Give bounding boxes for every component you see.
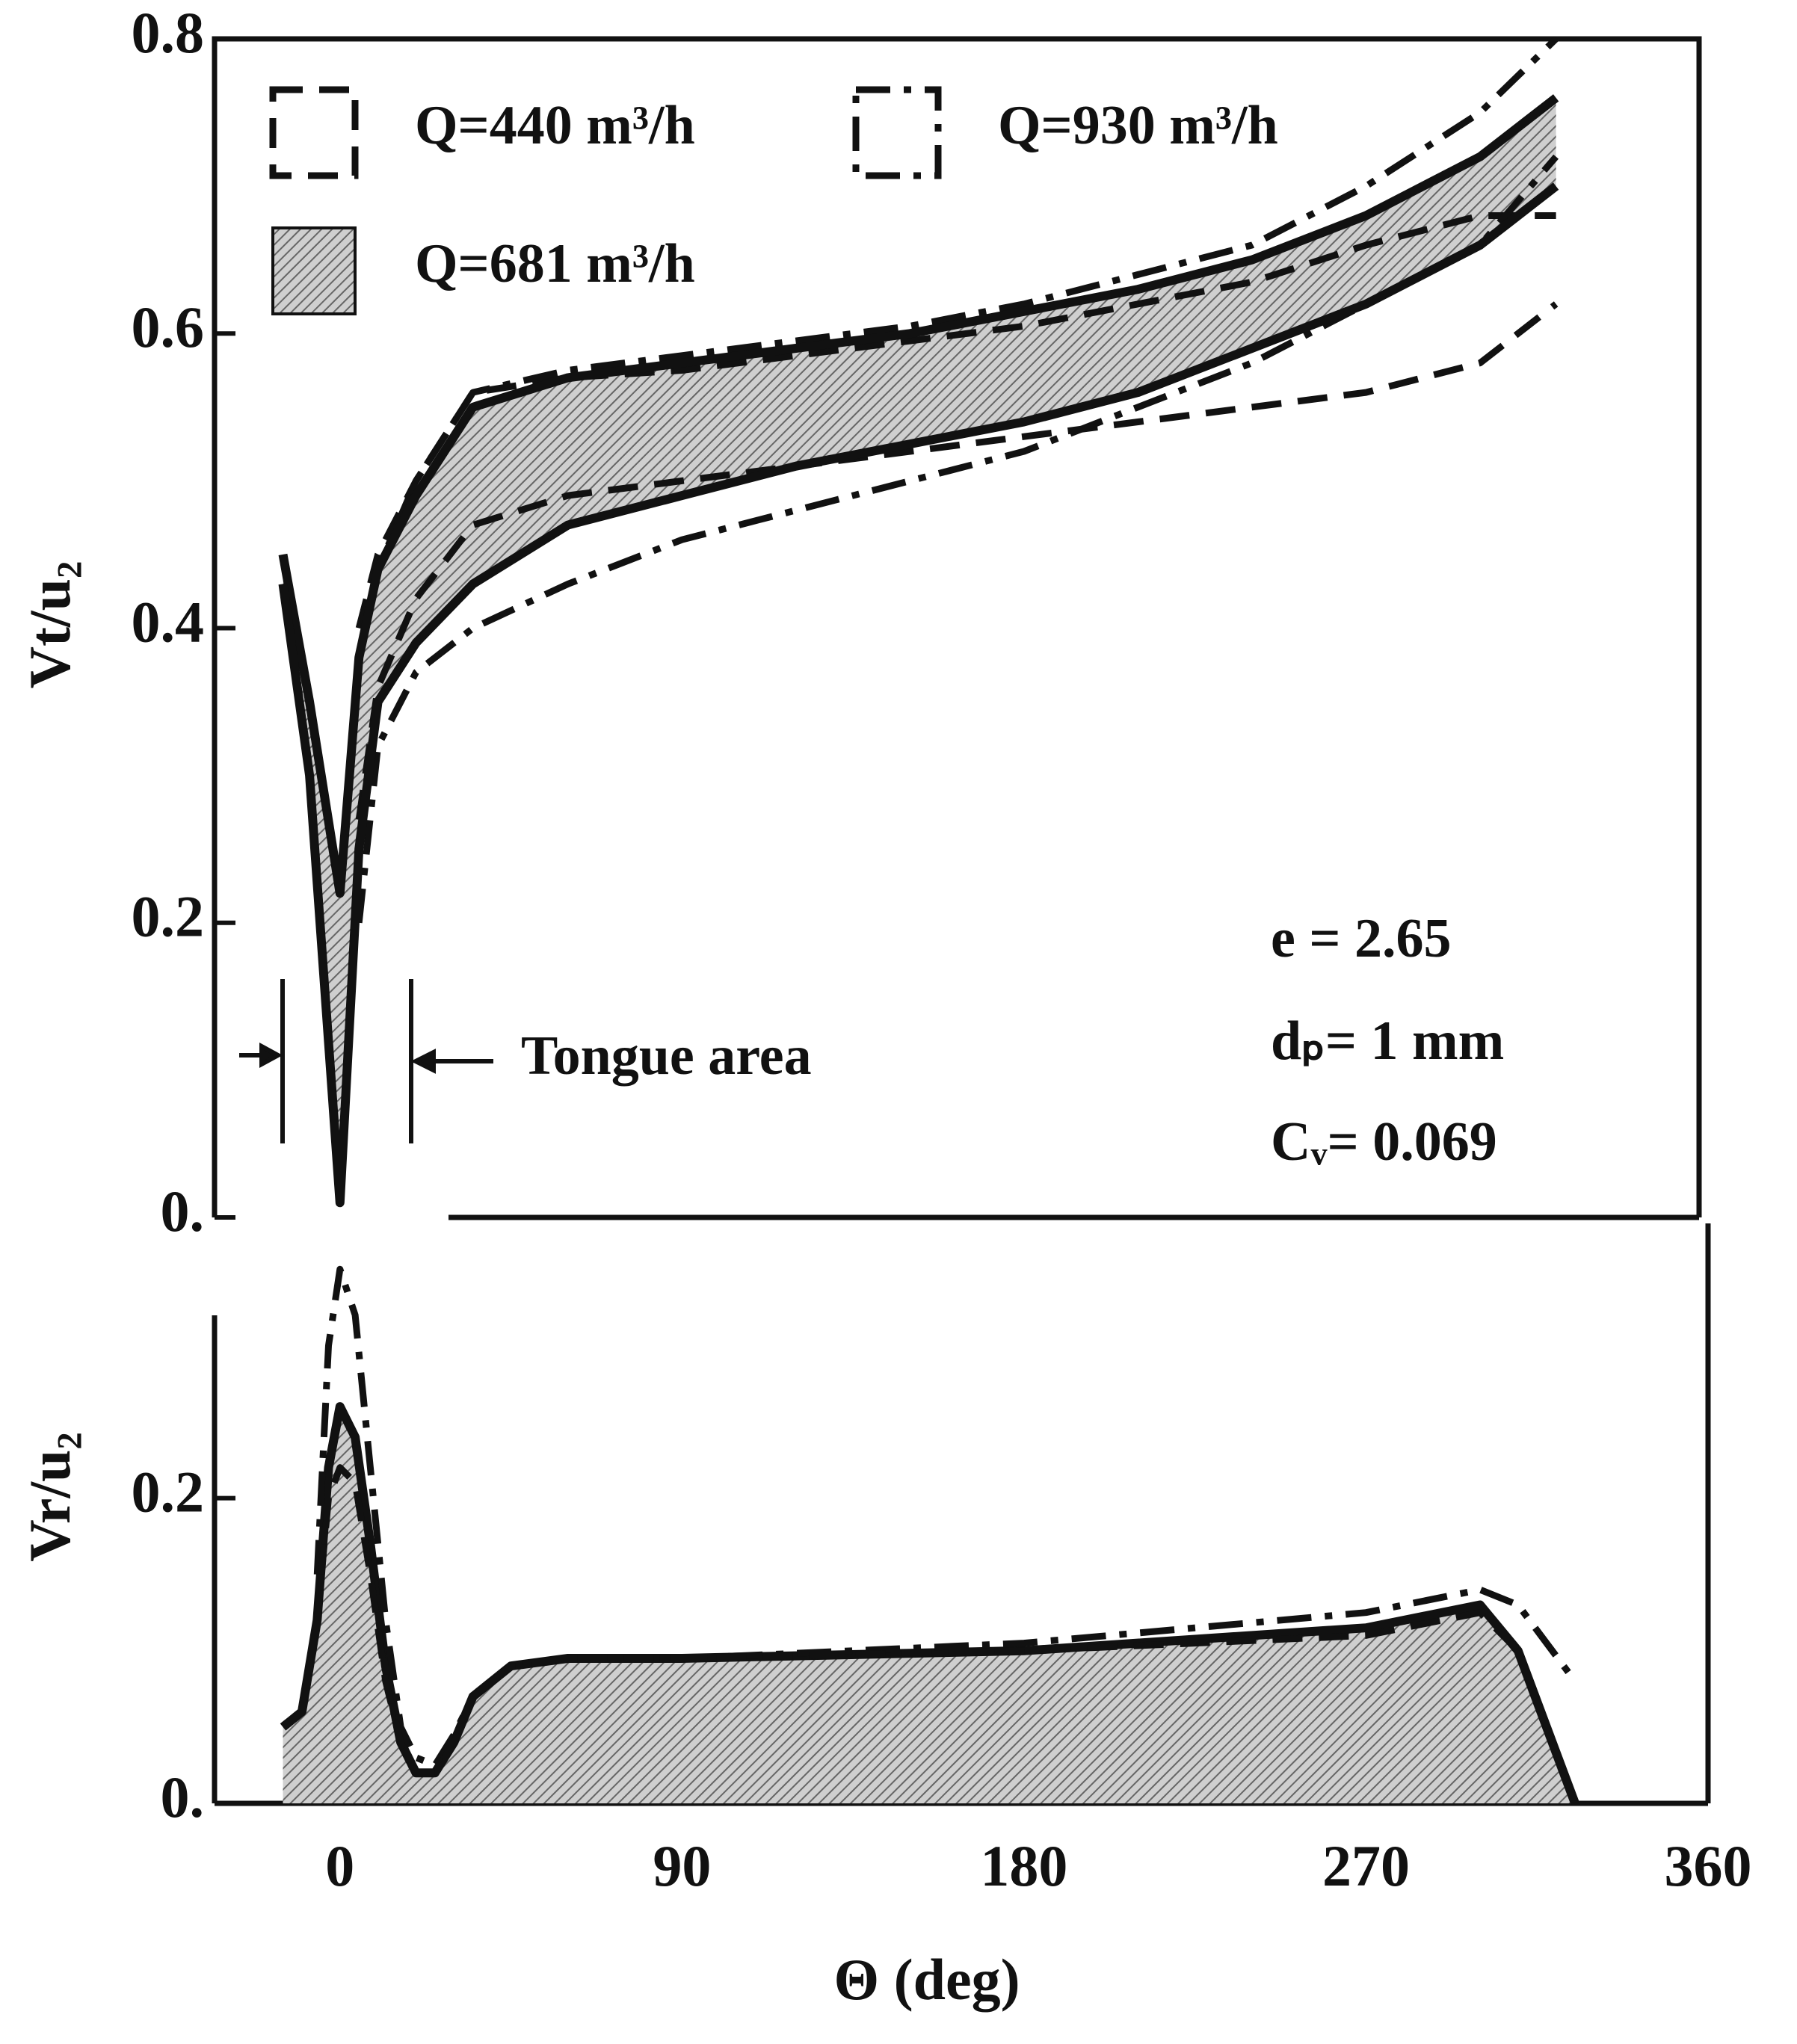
y-tick-label: 0.6 <box>132 294 205 359</box>
series-line <box>355 36 1559 658</box>
annotation: e = 2.65 <box>1271 908 1452 969</box>
y-tick-label: 0. <box>161 1179 205 1244</box>
legend-symbol <box>271 226 357 315</box>
annotation: Cᵥ= 0.069 <box>1271 1111 1497 1173</box>
tongue-markers <box>239 979 493 1143</box>
series-line <box>313 1265 1578 1769</box>
y-axis-label: Vr/u₂ <box>17 1432 82 1562</box>
x-tick-label: 180 <box>980 1833 1067 1898</box>
x-tick-label: 360 <box>1665 1833 1752 1898</box>
series-line <box>278 182 1559 1208</box>
annotation: Tongue area <box>521 1025 812 1087</box>
x-tick-label: 270 <box>1322 1833 1410 1898</box>
legend-label: Q=681 m³/h <box>415 233 695 294</box>
series-line <box>278 94 1559 898</box>
series-line <box>313 1464 1520 1776</box>
y-tick-label: 0.2 <box>132 1459 205 1524</box>
series-line <box>280 1402 1579 1806</box>
band-fill <box>283 1407 1576 1803</box>
y-axis-label: Vt/u₂ <box>17 561 82 689</box>
legend-symbol <box>852 86 942 179</box>
y-tick-label: 0.2 <box>132 884 205 949</box>
y-tick-label: 0.8 <box>132 0 205 65</box>
legend-label: Q=440 m³/h <box>415 95 695 156</box>
annotation: dₚ= 1 mm <box>1271 1010 1504 1072</box>
x-axis-label: Θ (deg) <box>833 1947 1020 2012</box>
x-tick-label: 90 <box>653 1833 711 1898</box>
legend-label: Q=930 m³/h <box>998 95 1278 156</box>
y-tick-label: 0. <box>161 1764 205 1830</box>
frame <box>212 36 1711 1806</box>
y-tick-label: 0.4 <box>132 589 205 654</box>
x-tick-label: 0 <box>325 1833 354 1898</box>
legend-symbol <box>269 86 359 179</box>
